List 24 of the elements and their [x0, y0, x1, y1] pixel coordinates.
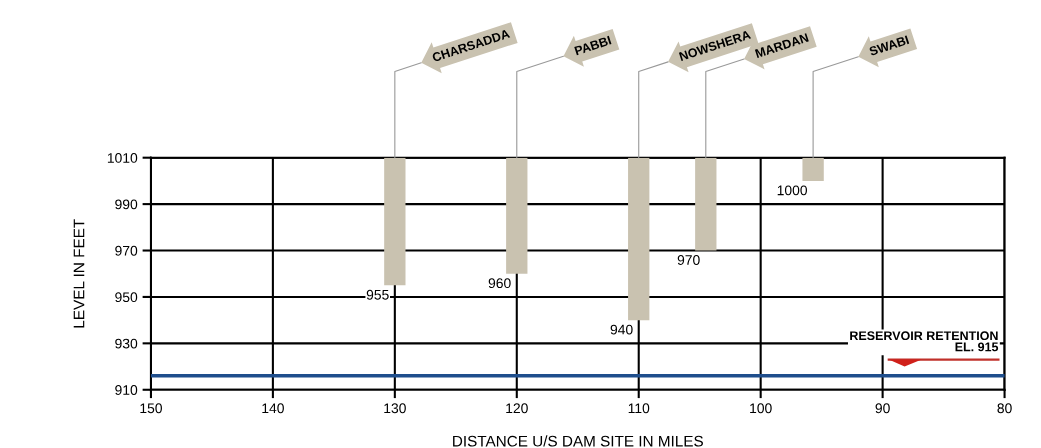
annotation: 1000	[777, 185, 808, 196]
y-axis-title: LEVEL IN FEET	[73, 219, 85, 328]
x-tick-label: 140	[262, 403, 284, 414]
y-tick-label: 990	[115, 199, 138, 210]
y-tick-label: 1010	[107, 153, 138, 163]
annotation: PABBI	[574, 35, 612, 56]
x-tick-label: 130	[384, 403, 406, 414]
x-tick-label: 100	[750, 403, 772, 414]
x-tick-label: 90	[875, 403, 890, 414]
y-tick-label: 910	[115, 385, 138, 395]
y-tick-label: 970	[115, 245, 138, 256]
x-tick-label: 80	[997, 403, 1012, 414]
annotation: 955	[366, 289, 389, 300]
annotation: 970	[677, 255, 700, 265]
x-tick-label: 110	[628, 403, 650, 414]
x-tick-label: 120	[506, 403, 528, 414]
y-tick-label: 950	[115, 292, 138, 303]
annotation: 960	[488, 278, 511, 289]
x-axis-title: DISTANCE U/S DAM SITE IN MILES	[453, 435, 703, 447]
annotation: RESERVOIR RETENTION EL. 915	[850, 331, 999, 352]
x-tick-label: 150	[140, 403, 162, 414]
y-tick-label: 930	[115, 338, 138, 349]
annotation: SWABI	[868, 35, 910, 56]
annotation: 940	[610, 324, 633, 335]
